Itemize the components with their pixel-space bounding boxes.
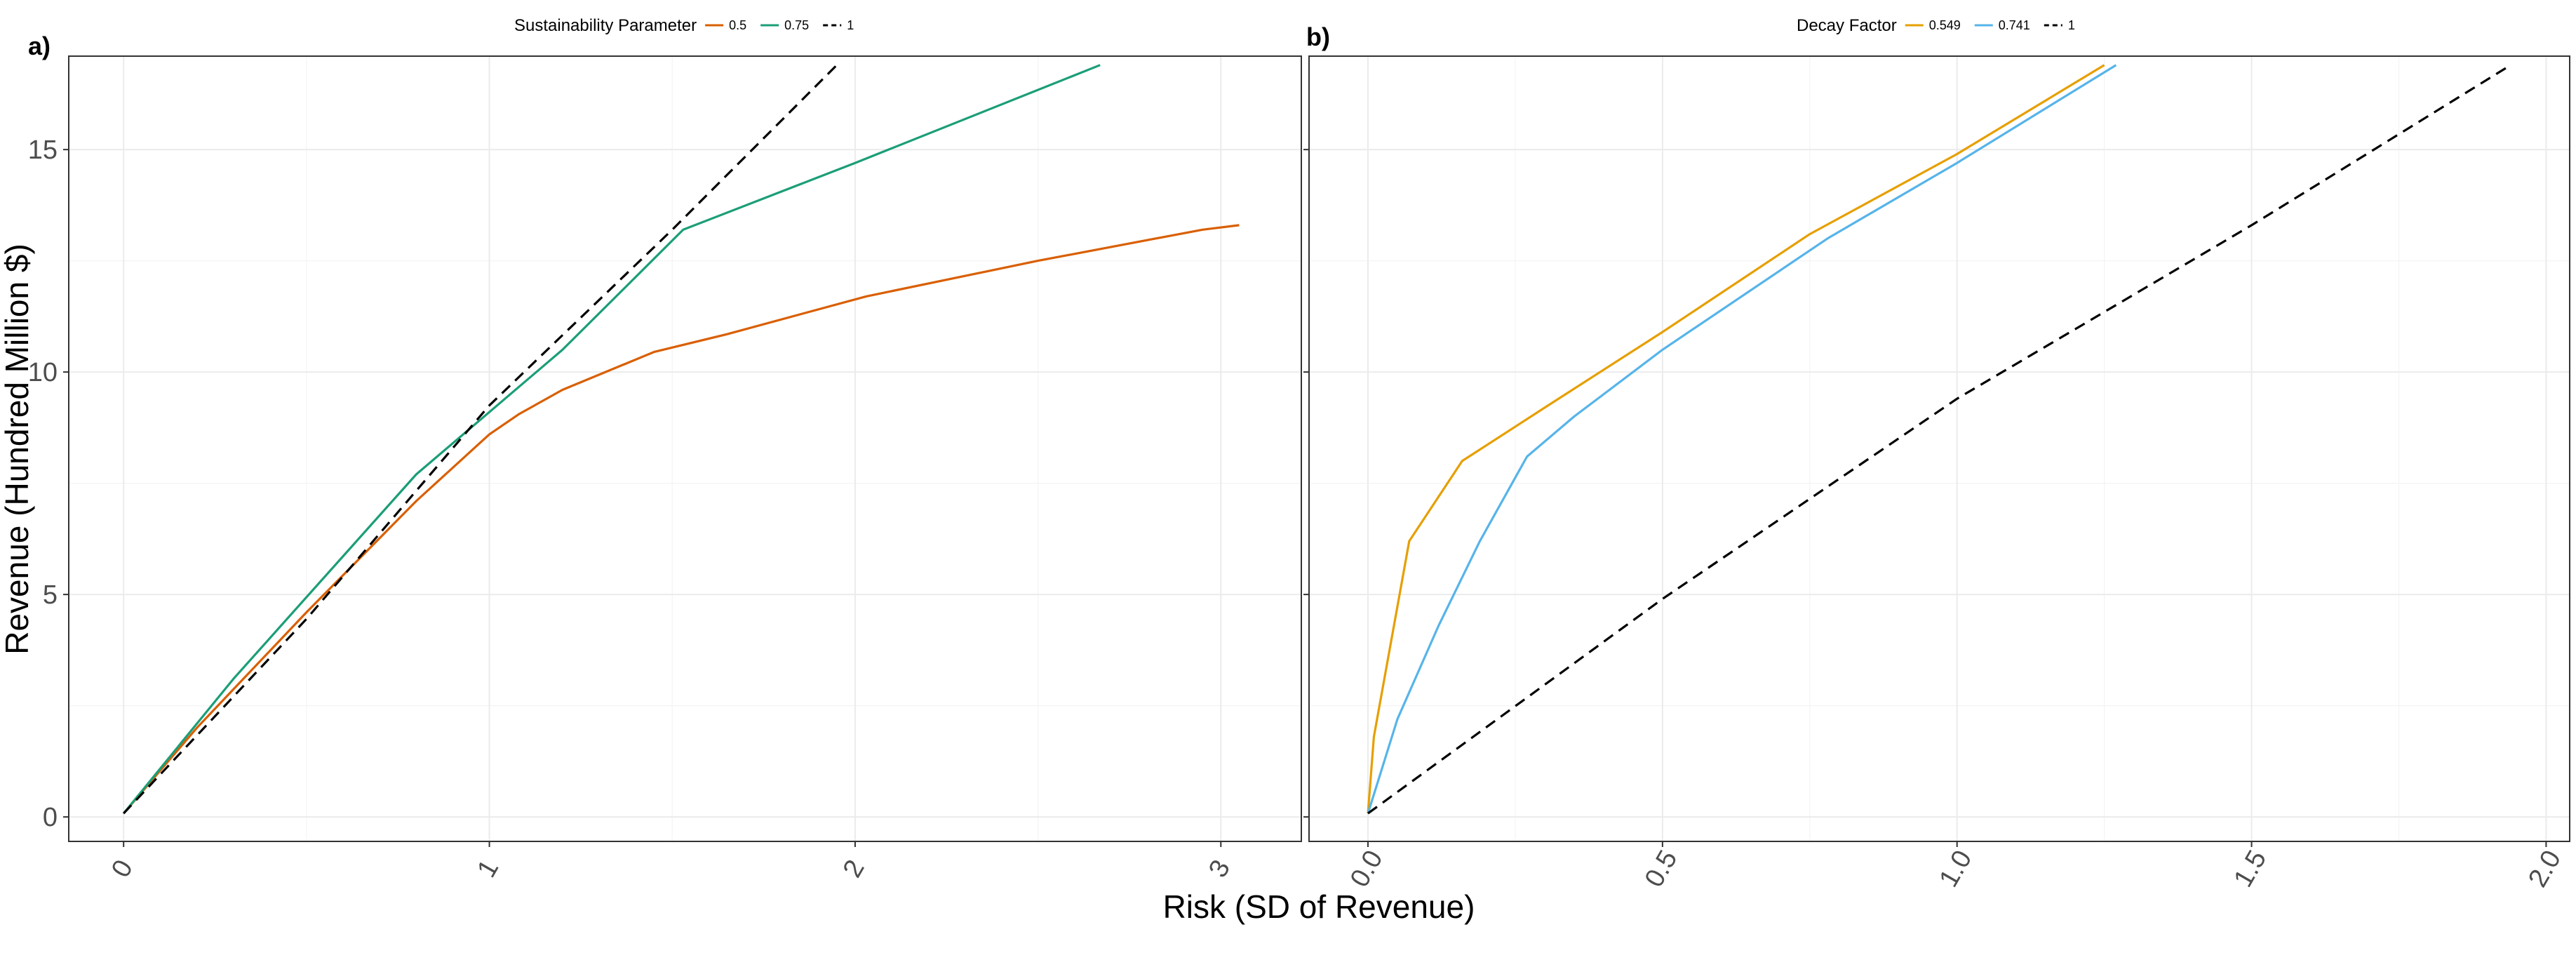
panel-b-legend-title: Decay Factor — [1797, 16, 1897, 35]
panel-b-legend-label-1: 0.741 — [1999, 18, 2030, 32]
panel-a-series-1-line — [122, 64, 1101, 815]
panel-a-legend-label-0: 0.5 — [729, 18, 746, 32]
panel-a-frame — [68, 55, 1302, 842]
panel-a-legend-label-1: 0.75 — [784, 18, 809, 32]
panel-b-legend: Decay Factor 0.549 0.741 1 — [1797, 16, 2075, 35]
y-axis-title: Revenue (Hundred Million $) — [0, 244, 35, 655]
panel-b-series — [1367, 64, 2511, 815]
panel-b-series-2-line — [1367, 64, 2511, 815]
panel-a-series-0-line — [122, 224, 1240, 815]
panel-a-legend-label-2: 1 — [847, 18, 854, 32]
panel-b-grid — [1309, 56, 2570, 841]
panel-a-y-tick-label: 5 — [43, 580, 58, 610]
x-axis-title: Risk (SD of Revenue) — [1163, 888, 1475, 925]
panel-b-legend-label-2: 1 — [2068, 18, 2075, 32]
panel-a-series-2-line — [123, 64, 838, 815]
panel-a-series — [122, 64, 1240, 815]
panel-b-y-axis — [1303, 149, 1309, 818]
panel-a-y-tick-label: 15 — [28, 135, 58, 165]
panel-a-legend-title: Sustainability Parameter — [514, 16, 697, 35]
panel-b-frame — [1308, 55, 2570, 842]
panel-a-tag: a) — [28, 32, 51, 60]
panel-b-tag: b) — [1306, 22, 1330, 51]
panel-b-series-1-line — [1367, 64, 2117, 814]
panel-a-y-tick-label: 0 — [43, 803, 58, 832]
panel-a-y-tick-label: 10 — [28, 358, 58, 387]
panel-a-y-axis: 0 5 10 15 — [28, 135, 69, 832]
panel-b-legend-label-0: 0.549 — [1929, 18, 1961, 32]
panel-a-legend: Sustainability Parameter 0.5 0.75 1 — [514, 16, 854, 35]
panel-a-grid — [69, 56, 1301, 841]
panel-b-series-0-line — [1367, 64, 2105, 814]
